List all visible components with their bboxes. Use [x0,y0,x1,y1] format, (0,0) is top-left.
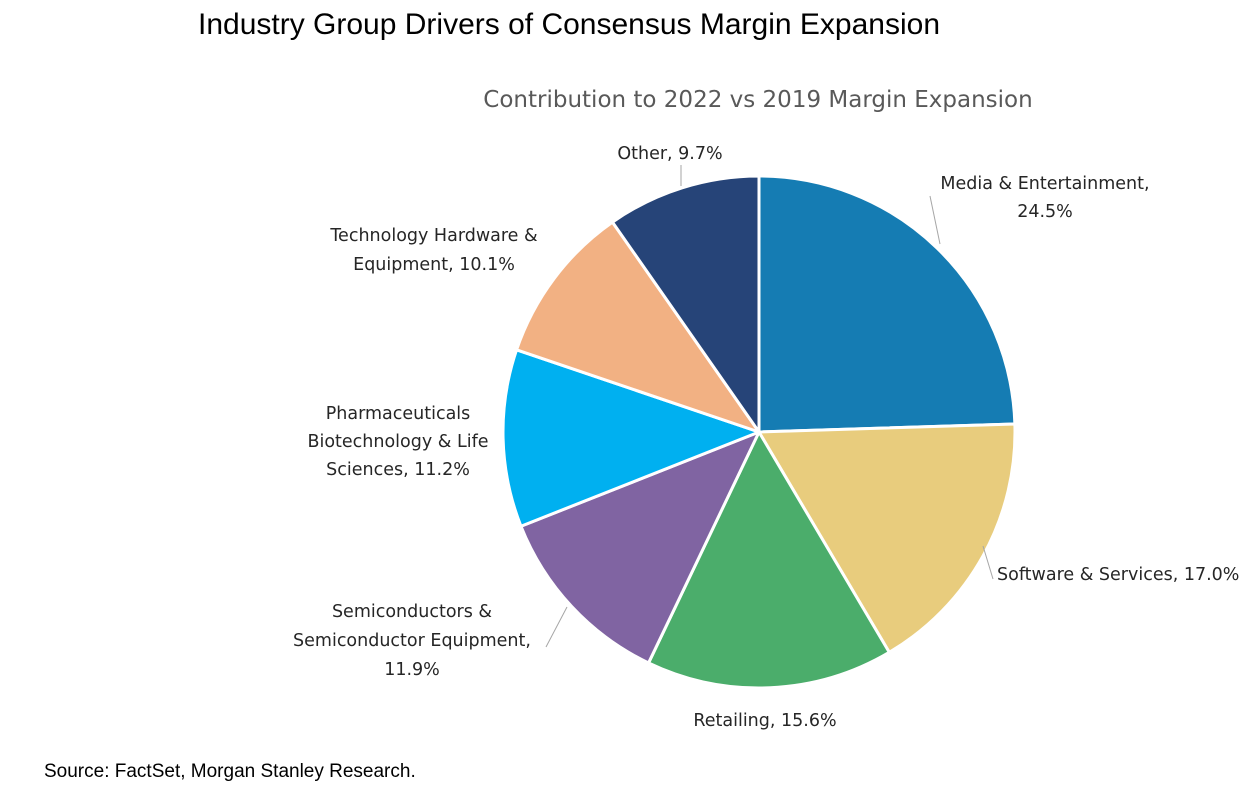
leader-line-1 [929,195,941,245]
pie-slice-1 [757,174,1017,434]
slice-label-6: Technology Hardware & Equipment, 10.1% [329,226,538,275]
slice-label-4: Semiconductors & Semiconductor Equipment,… [293,602,531,680]
slice-label-5: Pharmaceuticals Biotechnology & Life Scien… [307,404,488,480]
leader-line-4 [545,606,568,648]
leader-line-2 [982,545,994,580]
pie-slice-4 [519,430,761,665]
slice-label-1: Media & Entertainment, 24.5% [940,174,1149,222]
slice-label-2: Software & Services, 17.0% [997,565,1239,585]
slice-label-3: Retailing, 15.6% [693,711,836,731]
slice-labels: Media & Entertainment, 24.5% Software & Se… [293,144,1239,731]
pie-slice-7 [610,174,761,434]
pie-slice-2 [757,422,1017,654]
pie-slice-5 [501,348,761,528]
pie-slice-6 [515,220,761,434]
leader-lines [545,165,994,648]
source-note: Source: FactSet, Morgan Stanley Research… [44,761,416,782]
slice-label-7: Other, 9.7% [617,144,722,164]
pie-slice-3 [647,430,891,690]
page-title: Industry Group Drivers of Consensus Marg… [198,8,941,41]
pie-slices [501,174,1017,690]
chart-subtitle: Contribution to 2022 vs 2019 Margin Expa… [483,87,1032,113]
